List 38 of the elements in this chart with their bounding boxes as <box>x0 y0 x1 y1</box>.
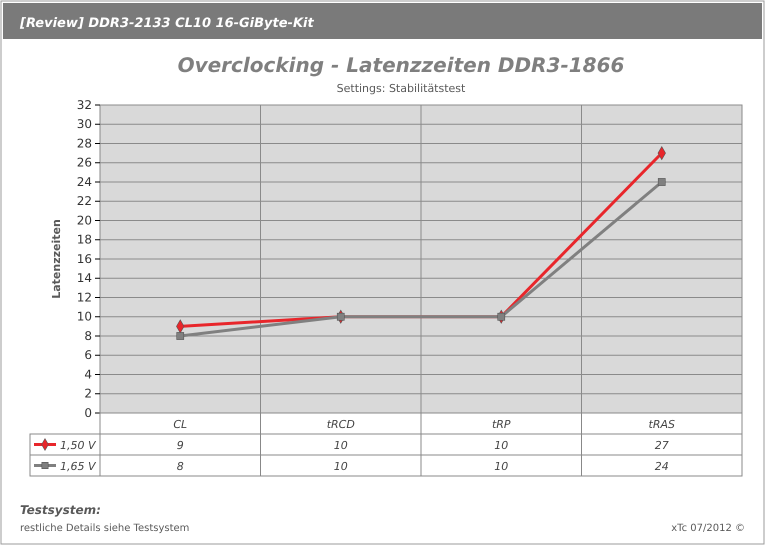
y-tick-label: 18 <box>76 232 92 247</box>
data-label: 24 <box>654 460 669 473</box>
text: xTc 07/2012 © <box>671 523 745 534</box>
y-tick-label: 20 <box>76 213 92 228</box>
y-tick-label: 32 <box>76 98 92 112</box>
data-label: 10 <box>334 460 348 473</box>
y-tick-label: 30 <box>76 117 92 132</box>
chart-subtitle: Settings: Stabilitätstest <box>336 82 466 95</box>
text: restliche Details siehe Testsystem <box>20 523 190 534</box>
legend-label: 1,50 V <box>60 439 97 452</box>
text: Testsystem: <box>20 503 101 517</box>
x-tick-label: tRCD <box>326 418 355 431</box>
y-tick-label: 4 <box>84 367 92 382</box>
x-tick-label: tRP <box>492 418 511 431</box>
data-label: 10 <box>494 439 508 452</box>
data-label: 10 <box>334 439 348 452</box>
y-tick-label: 28 <box>76 136 92 150</box>
data-label: 10 <box>494 460 508 473</box>
text: [Review] DDR3-2133 CL10 16-GiByte-Kit <box>19 16 314 31</box>
y-tick-label: 24 <box>76 174 92 189</box>
y-tick-label: 12 <box>76 290 92 304</box>
chart-title: Overclocking - Latenzzeiten DDR3-1866 <box>178 53 624 77</box>
y-tick-label: 16 <box>76 252 92 266</box>
y-tick-label: 26 <box>76 156 92 170</box>
y-axis-title: Latenzzeiten <box>50 219 63 299</box>
y-tick-label: 6 <box>84 348 92 362</box>
legend-label: 1,65 V <box>60 460 97 473</box>
y-tick-label: 8 <box>84 328 92 343</box>
data-label: 27 <box>654 439 669 452</box>
data-label: 8 <box>176 460 184 473</box>
y-tick-label: 10 <box>76 310 92 324</box>
y-tick-label: 22 <box>76 194 92 208</box>
x-tick-label: CL <box>173 418 188 431</box>
y-tick-label: 14 <box>76 271 92 286</box>
data-label: 9 <box>176 439 184 452</box>
y-tick-label: 0 <box>84 406 92 420</box>
x-tick-label: tRAS <box>648 418 675 431</box>
y-tick-label: 2 <box>84 386 92 401</box>
